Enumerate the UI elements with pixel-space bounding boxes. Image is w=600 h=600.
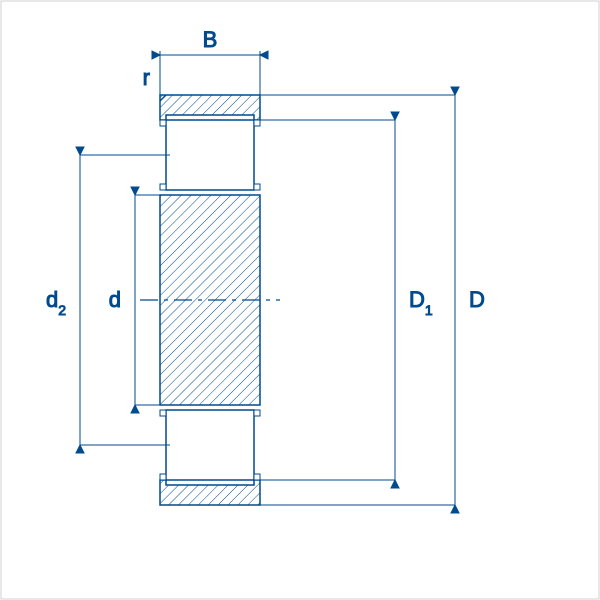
dim-d-label: d [109,287,121,312]
dim-r-label: r [143,65,150,90]
dim-D: D [260,87,485,513]
dim-B: B [152,27,268,95]
dim-D1-label: D1 [409,287,433,318]
dim-D-label: D [469,287,485,312]
dim-d2-label: d2 [46,287,66,318]
bearing-diagram: Bd d2 D1 Dr [0,0,600,600]
dim-B-label: B [203,27,218,52]
dimensions: Bd d2 D1 Dr [46,27,485,513]
dim-D1: D1 [260,112,433,488]
frame [1,1,599,599]
